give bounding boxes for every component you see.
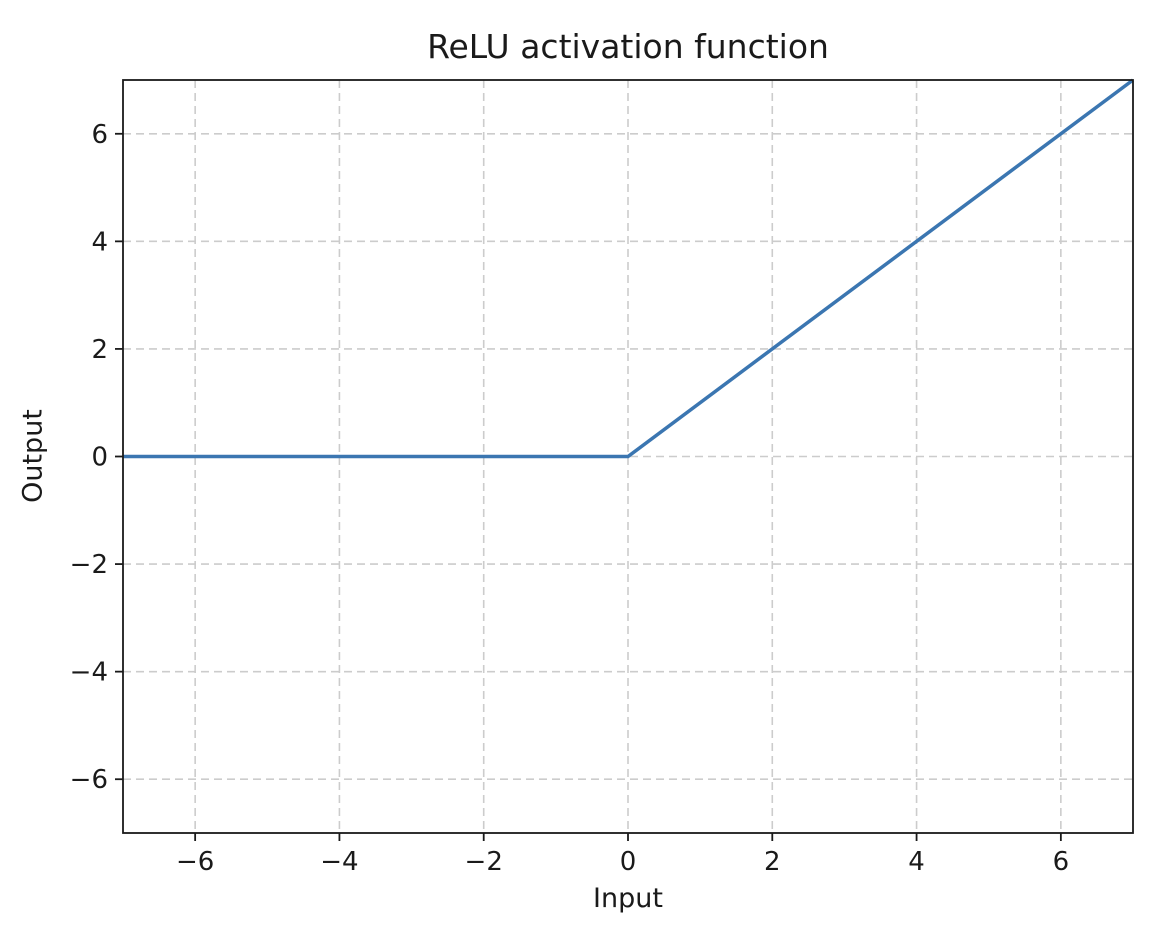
y-tick-label: −4 bbox=[70, 658, 108, 688]
chart-title: ReLU activation function bbox=[427, 27, 829, 66]
x-tick-label: 6 bbox=[1053, 847, 1070, 877]
y-tick-label: 4 bbox=[91, 227, 108, 257]
y-tick-label: 6 bbox=[91, 120, 108, 150]
relu-line bbox=[123, 78, 1135, 459]
y-tick-label: 2 bbox=[91, 335, 108, 365]
y-tick-label: −2 bbox=[70, 550, 108, 580]
y-tick-label: 0 bbox=[91, 443, 108, 473]
x-axis-label: Input bbox=[593, 883, 663, 914]
x-tick-label: −2 bbox=[465, 847, 503, 877]
y-axis-label: Output bbox=[17, 409, 49, 503]
y-tick-label: −6 bbox=[70, 765, 108, 795]
x-tick-label: −4 bbox=[320, 847, 358, 877]
x-tick-label: 0 bbox=[620, 847, 637, 877]
x-tick-label: −6 bbox=[176, 847, 214, 877]
x-tick-label: 4 bbox=[908, 847, 925, 877]
x-tick-label: 2 bbox=[764, 847, 781, 877]
